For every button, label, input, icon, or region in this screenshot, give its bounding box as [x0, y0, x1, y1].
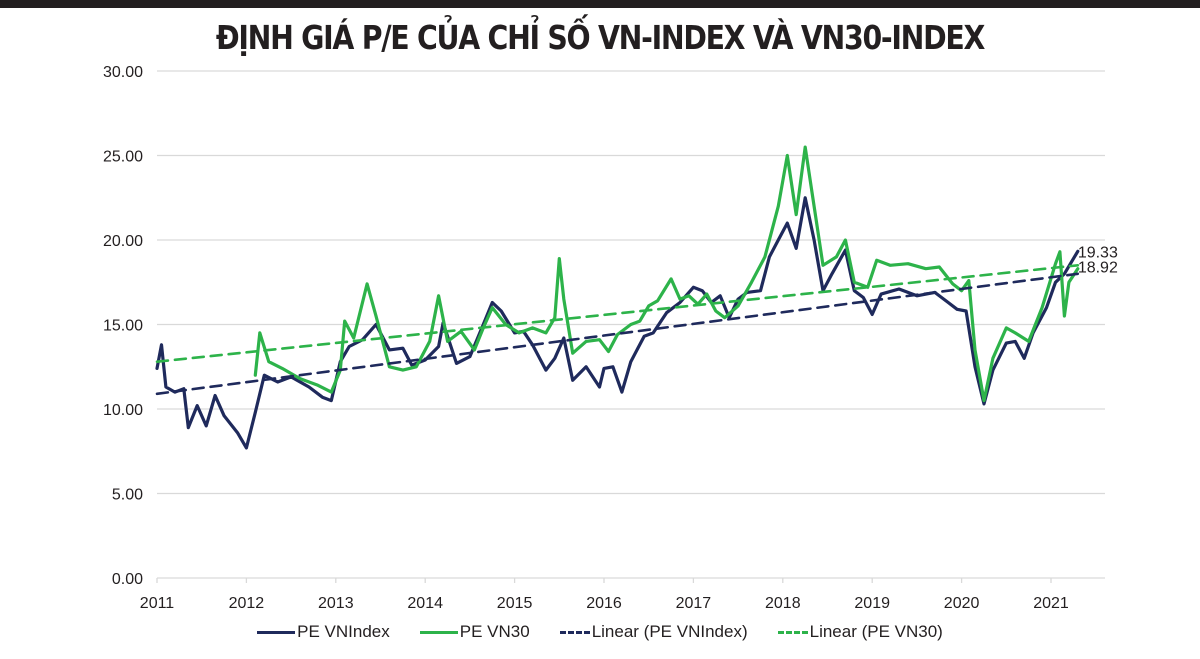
legend-label: Linear (PE VN30)	[809, 622, 943, 641]
y-tick-label: 30.00	[103, 64, 143, 81]
series-line-pe-vnindex	[155, 196, 1080, 450]
x-tick-label: 2015	[497, 595, 533, 612]
y-axis-ticks: 0.00 5.00 10.00 15.00 20.00 25.00 30.00	[103, 64, 143, 588]
x-tick-label: 2021	[1033, 595, 1069, 612]
chart-title: ĐỊNH GIÁ P/E CỦA CHỈ SỐ VN-INDEX VÀ VN30…	[215, 18, 986, 57]
x-tick-label: 2020	[944, 595, 980, 612]
legend-item-pe-vn30[interactable]: PE VN30	[419, 622, 530, 642]
series-lines	[155, 145, 1080, 450]
x-tick-label: 2012	[229, 595, 265, 612]
legend-item-pe-vnindex[interactable]: PE VNIndex	[257, 622, 390, 642]
y-tick-label: 10.00	[103, 402, 143, 419]
x-tick-label: 2019	[854, 595, 890, 612]
legend-swatch-pe-vn30	[419, 630, 458, 634]
legend-swatch-linear-vn30	[777, 630, 808, 634]
y-tick-label: 20.00	[103, 233, 143, 250]
legend-item-linear-vn30[interactable]: Linear (PE VN30)	[777, 622, 943, 642]
series-line-linear-pe-vnindex	[155, 272, 1080, 396]
x-tick-label: 2014	[407, 595, 443, 612]
x-tick-label: 2017	[676, 595, 712, 612]
legend-label: Linear (PE VNIndex)	[591, 622, 748, 641]
gridlines	[157, 70, 1105, 579]
legend-label: PE VNIndex	[297, 622, 390, 641]
legend: PE VNIndex PE VN30 Linear (PE VNIndex) L…	[0, 622, 1200, 642]
x-tick-label: 2013	[318, 595, 354, 612]
legend-swatch-pe-vnindex	[257, 630, 296, 634]
data-label: 18.92	[1078, 259, 1118, 276]
legend-label: PE VN30	[459, 622, 530, 641]
x-tick-label: 2016	[586, 595, 622, 612]
y-tick-label: 5.00	[112, 487, 143, 504]
legend-swatch-linear-vnindex	[559, 630, 590, 634]
y-tick-label: 25.00	[103, 149, 143, 166]
x-tick-label: 2018	[765, 595, 801, 612]
data-label: 19.33	[1078, 244, 1118, 261]
x-tick-label: 2011	[140, 595, 175, 612]
top-bar	[0, 0, 1200, 8]
series-line-linear-pe-vn30	[155, 263, 1080, 364]
series-line-pe-vn30	[253, 145, 1080, 403]
y-tick-label: 15.00	[103, 318, 143, 335]
legend-item-linear-vnindex[interactable]: Linear (PE VNIndex)	[559, 622, 748, 642]
x-axis-ticks: 2011 2012 2013 2014 2015 2016 2017 2018 2019 2020…	[140, 578, 1069, 612]
y-tick-label: 0.00	[112, 571, 143, 588]
